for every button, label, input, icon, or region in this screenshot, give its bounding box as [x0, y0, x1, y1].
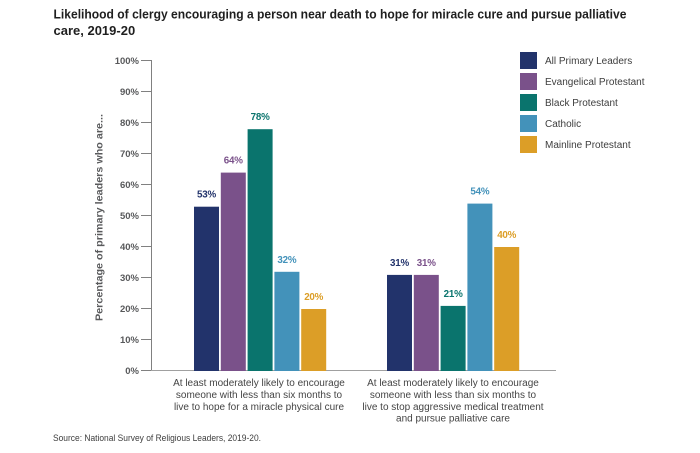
svg-text:100%: 100% — [115, 56, 140, 67]
svg-text:40%: 40% — [120, 242, 140, 253]
svg-text:Percentage of primary leaders: Percentage of primary leaders who are... — [94, 114, 106, 321]
svg-text:31%: 31% — [417, 258, 436, 269]
svg-text:live to stop aggressive medica: live to stop aggressive medical treatmen… — [362, 402, 543, 413]
svg-text:30%: 30% — [120, 273, 140, 284]
svg-text:Evangelical Protestant: Evangelical Protestant — [545, 77, 645, 88]
svg-text:70%: 70% — [120, 149, 140, 160]
svg-text:someone with less than six mon: someone with less than six months to — [176, 390, 343, 401]
svg-text:Source: National Survey of Rel: Source: National Survey of Religious Lea… — [53, 433, 261, 444]
svg-text:care, 2019-20: care, 2019-20 — [54, 23, 136, 38]
svg-text:20%: 20% — [120, 304, 140, 315]
svg-text:Likelihood of clergy encouragi: Likelihood of clergy encouraging a perso… — [54, 7, 627, 22]
svg-text:All Primary Leaders: All Primary Leaders — [545, 56, 632, 67]
svg-text:40%: 40% — [497, 230, 516, 241]
svg-text:78%: 78% — [251, 112, 270, 123]
svg-text:90%: 90% — [120, 87, 140, 98]
svg-text:10%: 10% — [120, 335, 140, 346]
svg-text:live to hope for a miracle phy: live to hope for a miracle physical cure — [174, 402, 345, 413]
svg-text:50%: 50% — [120, 211, 140, 222]
svg-text:Catholic: Catholic — [545, 119, 581, 130]
svg-text:20%: 20% — [304, 292, 323, 303]
svg-text:At least moderately likely to: At least moderately likely to encourage — [173, 378, 345, 389]
svg-text:At least moderately likely to: At least moderately likely to encourage — [367, 378, 539, 389]
svg-text:someone with less than six mon: someone with less than six months to — [370, 390, 537, 401]
svg-text:80%: 80% — [120, 118, 140, 129]
svg-text:32%: 32% — [277, 255, 296, 266]
svg-text:64%: 64% — [224, 156, 243, 167]
svg-text:54%: 54% — [470, 187, 489, 198]
svg-text:and pursue palliative care: and pursue palliative care — [396, 414, 510, 425]
svg-text:60%: 60% — [120, 180, 140, 191]
svg-text:Mainline Protestant: Mainline Protestant — [545, 140, 631, 151]
svg-text:31%: 31% — [390, 258, 409, 269]
svg-text:Black Protestant: Black Protestant — [545, 98, 618, 109]
svg-text:0%: 0% — [125, 366, 139, 377]
svg-text:21%: 21% — [444, 289, 463, 300]
svg-text:53%: 53% — [197, 190, 216, 201]
